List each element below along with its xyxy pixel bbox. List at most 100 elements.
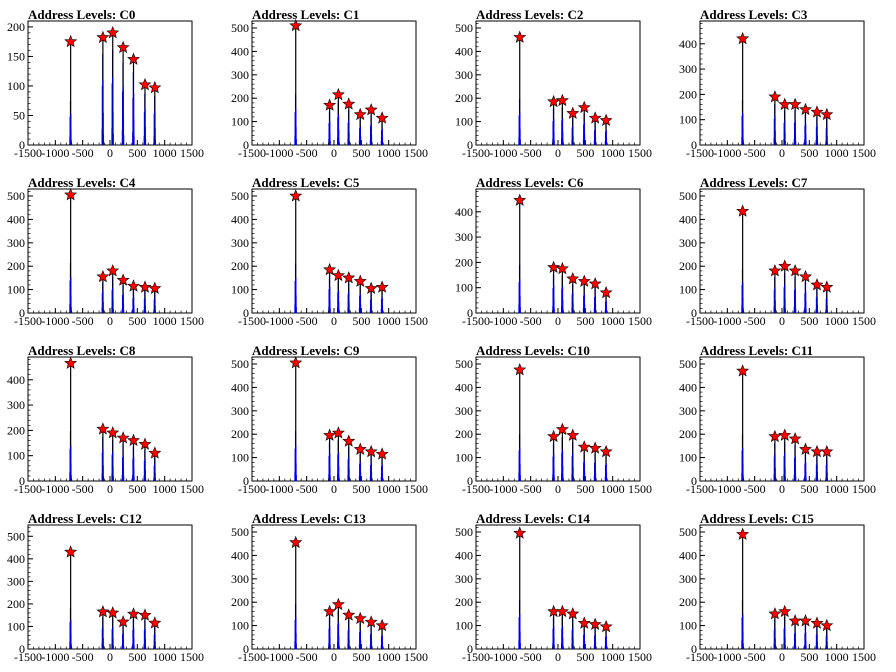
peak-marker <box>64 34 78 48</box>
y-tick-label: 400 <box>455 205 473 219</box>
y-tick-label: 0 <box>467 306 473 320</box>
chart-title: Address Levels: C11 <box>700 343 814 358</box>
plot-frame <box>699 524 865 650</box>
x-tick-label: -500 <box>296 314 318 328</box>
x-tick-label: 1000 <box>825 482 849 496</box>
peak-marker <box>353 274 367 287</box>
chart-title: Address Levels: C2 <box>476 7 584 22</box>
y-tick-label: 0 <box>691 474 697 488</box>
x-tick-label: 0 <box>331 650 337 664</box>
x-tick-label: 1000 <box>601 146 625 160</box>
x-tick-label: -1000 <box>713 650 741 664</box>
peak-marker <box>138 608 152 621</box>
y-tick-label: 200 <box>679 595 697 609</box>
peak-marker <box>342 434 356 447</box>
peak-marker <box>810 105 824 118</box>
x-tick-label: 0 <box>779 314 785 328</box>
y-tick-label: 100 <box>455 619 473 633</box>
y-tick-label: 500 <box>679 357 697 371</box>
x-tick-label: 500 <box>800 146 818 160</box>
y-tick-label: 0 <box>467 138 473 152</box>
y-tick-label: 500 <box>7 189 25 203</box>
peak-marker <box>599 619 613 633</box>
y-tick-label: 100 <box>231 619 249 633</box>
plot-frame <box>699 356 865 482</box>
chart-panel: 0 100 200 300 400 500 -1500 -1000 -500 0 500 1000 15… <box>224 0 448 168</box>
peak-marker <box>588 277 602 290</box>
peak-marker <box>768 90 782 103</box>
x-tick-label: -1500 <box>238 650 266 664</box>
chart-panel: 0 100 200 300 400 -1500 -1000 -500 0 500 1000 1500 A… <box>0 336 224 504</box>
x-tick-label: 1500 <box>628 314 652 328</box>
y-tick-label: 200 <box>455 91 473 105</box>
peak-marker <box>588 441 602 454</box>
peak-marker <box>788 97 802 111</box>
y-tick-label: 400 <box>679 380 697 394</box>
peak-marker <box>323 428 337 441</box>
y-tick-label: 100 <box>231 451 249 465</box>
chart-panel: 0 100 200 300 400 500 -1500 -1000 -500 0 500 1000 15… <box>0 168 224 336</box>
y-tick-label: 300 <box>231 68 249 82</box>
x-tick-label: 0 <box>331 314 337 328</box>
chart-title: Address Levels: C5 <box>252 175 360 190</box>
y-tick-label: 200 <box>231 595 249 609</box>
peak-marker <box>799 614 812 627</box>
peak-marker <box>547 260 561 273</box>
chart-title: Address Levels: C4 <box>28 175 136 190</box>
x-tick-label: 500 <box>576 482 594 496</box>
peak-marker <box>148 80 162 94</box>
x-tick-label: -1000 <box>41 650 69 664</box>
y-tick-label: 500 <box>7 529 25 543</box>
x-tick-label: -1500 <box>462 146 490 160</box>
peak-marker <box>364 615 378 628</box>
x-tick-label: -1500 <box>238 146 266 160</box>
chart-svg: 0 100 200 300 400 -1500 -1000 -500 0 500 1000 1500 <box>455 188 652 328</box>
x-tick-label: -1500 <box>462 314 490 328</box>
x-tick-label: 0 <box>555 314 561 328</box>
peak-marker <box>566 272 580 285</box>
chart-panel: 0 100 200 300 400 500 -1500 -1000 -500 0 500 1000 15… <box>0 504 224 672</box>
plot-frame <box>251 188 417 314</box>
x-tick-label: -500 <box>744 146 766 160</box>
y-tick-label: 200 <box>455 427 473 441</box>
chart-title: Address Levels: C10 <box>476 343 590 358</box>
peak-marker <box>289 535 303 549</box>
peak-marker <box>566 428 580 441</box>
x-tick-label: 0 <box>107 650 113 664</box>
y-tick-label: 500 <box>455 525 473 539</box>
chart-panel: 0 100 200 300 400 500 -1500 -1000 -500 0 500 1000 15… <box>672 504 896 672</box>
x-tick-label: 1000 <box>377 482 401 496</box>
peak-marker <box>96 269 110 283</box>
plot-frame <box>699 20 865 146</box>
peak-marker <box>375 111 389 124</box>
peak-marker <box>331 426 345 439</box>
y-tick-label: 400 <box>679 548 697 562</box>
peak-marker <box>599 285 613 299</box>
plot-frame <box>475 188 641 314</box>
x-tick-label: -1000 <box>489 482 517 496</box>
x-tick-label: -500 <box>744 314 766 328</box>
peak-marker <box>577 274 591 287</box>
peak-marker <box>138 437 152 450</box>
plot-frame <box>251 20 417 146</box>
y-tick-label: 400 <box>231 212 249 226</box>
peak-marker <box>323 604 337 618</box>
x-tick-label: 1000 <box>825 146 849 160</box>
x-tick-label: -500 <box>744 650 766 664</box>
x-tick-label: 1500 <box>852 482 876 496</box>
chart-svg: 0 100 200 300 400 500 -1500 -1000 -500 0 500 1000 15… <box>455 20 652 160</box>
chart-svg: 0 100 200 300 400 500 -1500 -1000 -500 0 500 1000 15… <box>679 524 876 664</box>
peak-marker <box>736 31 750 45</box>
peak-marker <box>768 607 782 620</box>
x-tick-label: -1000 <box>265 650 293 664</box>
x-tick-label: -1000 <box>713 146 741 160</box>
x-tick-label: 1500 <box>852 146 876 160</box>
chart-panel: 0 100 200 300 400 500 -1500 -1000 -500 0 500 1000 15… <box>224 336 448 504</box>
chart-svg: 0 100 200 300 400 500 -1500 -1000 -500 0 500 1000 15… <box>231 18 428 160</box>
x-tick-label: 0 <box>555 146 561 160</box>
y-tick-label: 300 <box>679 404 697 418</box>
peak-marker <box>788 432 802 445</box>
peak-marker <box>148 616 162 629</box>
x-tick-label: 1000 <box>153 482 177 496</box>
